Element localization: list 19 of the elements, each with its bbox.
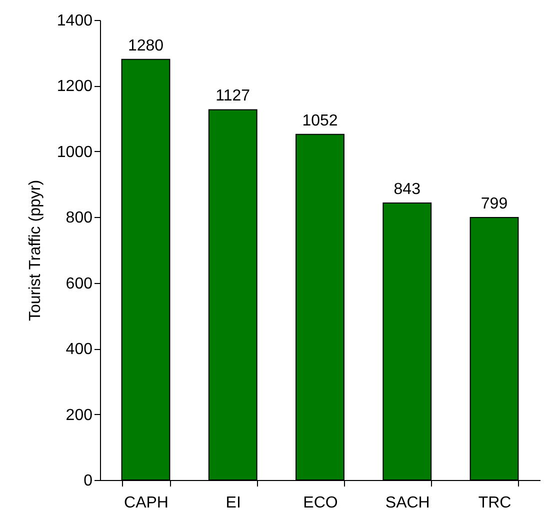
data-label: 1280 <box>128 37 164 54</box>
x-tick-label: SACH <box>385 494 430 512</box>
y-tick-label: 1000 <box>56 144 93 161</box>
x-tick-label: CAPH <box>124 494 168 512</box>
data-label: 799 <box>480 195 508 212</box>
data-label: 1127 <box>216 88 250 105</box>
y-tick-label: 1400 <box>56 12 93 30</box>
y-tick-label: 400 <box>66 341 93 358</box>
y-tick-label: 800 <box>66 210 93 227</box>
x-tick-label: ECO <box>303 494 338 512</box>
x-tick-label: EI <box>226 494 241 512</box>
data-label: 1052 <box>302 112 338 130</box>
y-tick-label: 600 <box>66 275 93 292</box>
y-tick-label: 200 <box>66 406 93 424</box>
x-tick-label: TRC <box>478 494 512 512</box>
data-label: 843 <box>394 181 421 198</box>
y-tick-label: 0 <box>84 472 93 490</box>
y-tick-label: 1200 <box>56 78 93 96</box>
y-axis-title: Tourist Traffic (ppyr) <box>26 180 44 322</box>
